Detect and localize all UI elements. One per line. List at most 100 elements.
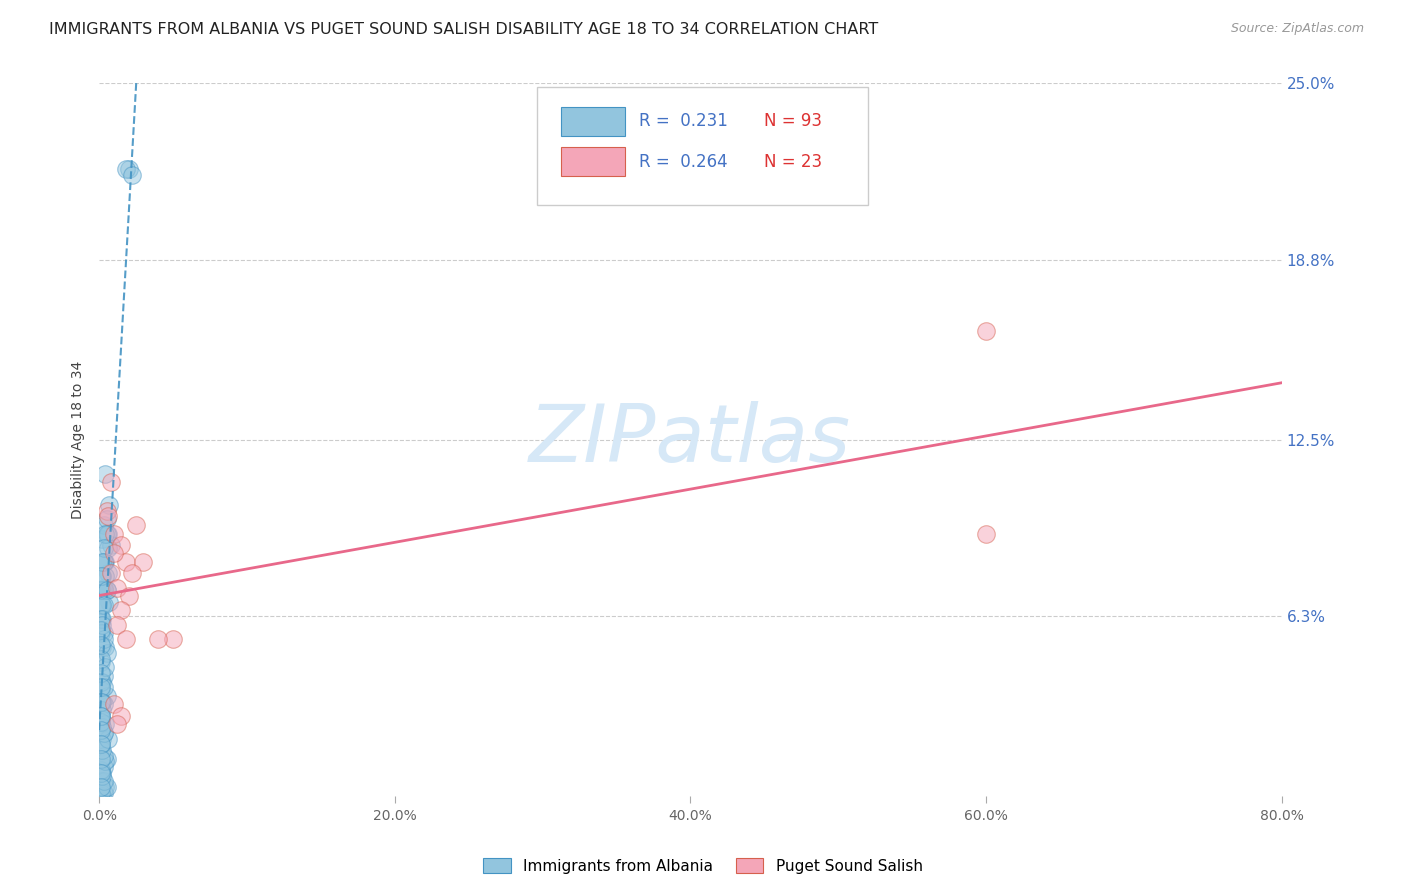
- Text: N = 93: N = 93: [763, 112, 821, 130]
- Point: [90, 652, 112, 666]
- Point: [93, 518, 115, 533]
- Point: [974, 526, 997, 541]
- FancyBboxPatch shape: [561, 106, 626, 136]
- Point: [93, 626, 115, 640]
- Point: [93, 598, 115, 612]
- Point: [93, 669, 115, 683]
- FancyBboxPatch shape: [561, 147, 626, 177]
- Point: [94, 640, 117, 655]
- Point: [97, 541, 120, 555]
- Text: R =  0.264: R = 0.264: [640, 153, 728, 170]
- Point: [91, 617, 114, 632]
- Point: [97, 731, 120, 746]
- Point: [94, 660, 117, 674]
- Point: [97, 526, 120, 541]
- Point: [93, 698, 115, 712]
- Point: [125, 518, 148, 533]
- Point: [91, 695, 114, 709]
- Point: [110, 538, 132, 552]
- Point: [90, 655, 112, 669]
- Point: [103, 698, 125, 712]
- Point: [93, 748, 115, 763]
- Point: [96, 689, 118, 703]
- Point: [91, 555, 114, 569]
- Point: [96, 780, 118, 794]
- Point: [90, 737, 112, 751]
- Point: [100, 538, 122, 552]
- Point: [121, 168, 143, 182]
- Point: [90, 638, 112, 652]
- FancyBboxPatch shape: [537, 87, 868, 204]
- Point: [974, 324, 997, 338]
- Point: [90, 626, 112, 640]
- Point: [90, 774, 112, 789]
- Point: [96, 512, 118, 526]
- Point: [90, 612, 112, 626]
- Point: [91, 569, 114, 583]
- Point: [97, 566, 120, 581]
- Point: [90, 695, 112, 709]
- Point: [114, 555, 136, 569]
- Point: [93, 726, 115, 740]
- Point: [105, 617, 128, 632]
- Point: [103, 546, 125, 560]
- Y-axis label: Disability Age 18 to 34: Disability Age 18 to 34: [72, 360, 86, 518]
- Text: R =  0.231: R = 0.231: [640, 112, 728, 130]
- Point: [90, 780, 112, 794]
- Point: [94, 755, 117, 769]
- Point: [96, 583, 118, 598]
- Point: [110, 709, 132, 723]
- Point: [91, 703, 114, 717]
- Point: [91, 789, 114, 803]
- Point: [90, 712, 112, 726]
- Point: [110, 603, 132, 617]
- Point: [93, 555, 115, 569]
- Point: [90, 681, 112, 695]
- Point: [105, 717, 128, 731]
- Point: [94, 467, 117, 481]
- Point: [114, 632, 136, 646]
- Point: [93, 541, 115, 555]
- Point: [118, 589, 141, 603]
- Point: [90, 683, 112, 698]
- Point: [90, 709, 112, 723]
- Point: [91, 598, 114, 612]
- Text: IMMIGRANTS FROM ALBANIA VS PUGET SOUND SALISH DISABILITY AGE 18 TO 34 CORRELATIO: IMMIGRANTS FROM ALBANIA VS PUGET SOUND S…: [49, 22, 879, 37]
- Point: [103, 526, 125, 541]
- Point: [90, 666, 112, 681]
- Point: [90, 674, 112, 689]
- Point: [94, 555, 117, 569]
- Point: [90, 624, 112, 638]
- Point: [93, 726, 115, 740]
- Point: [93, 555, 115, 569]
- Point: [93, 760, 115, 774]
- Point: [91, 583, 114, 598]
- Point: [93, 786, 115, 800]
- Point: [91, 640, 114, 655]
- Point: [98, 498, 121, 512]
- Point: [93, 583, 115, 598]
- Point: [94, 780, 117, 794]
- Point: [90, 709, 112, 723]
- Text: N = 23: N = 23: [763, 153, 821, 170]
- Point: [93, 632, 115, 646]
- Point: [94, 526, 117, 541]
- Point: [105, 581, 128, 595]
- Point: [90, 615, 112, 629]
- Point: [162, 632, 184, 646]
- Point: [91, 769, 114, 783]
- Point: [90, 765, 112, 780]
- Point: [91, 743, 114, 757]
- Point: [91, 765, 114, 780]
- Point: [90, 786, 112, 800]
- Point: [91, 598, 114, 612]
- Point: [96, 504, 118, 518]
- Point: [90, 723, 112, 737]
- Point: [91, 720, 114, 734]
- Point: [90, 737, 112, 751]
- Text: Source: ZipAtlas.com: Source: ZipAtlas.com: [1230, 22, 1364, 36]
- Point: [148, 632, 170, 646]
- Point: [96, 646, 118, 660]
- Point: [90, 583, 112, 598]
- Point: [132, 555, 155, 569]
